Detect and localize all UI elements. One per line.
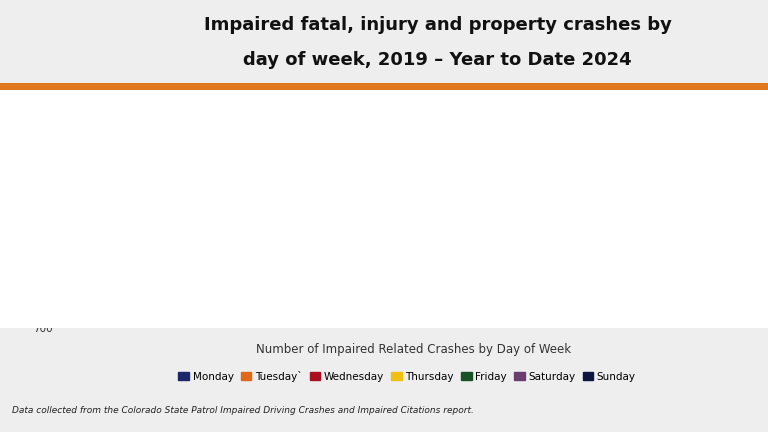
Bar [378, 271, 440, 418]
Text: day of week, 2019 – Year to Date 2024: day of week, 2019 – Year to Date 2024 [243, 51, 632, 69]
Bar [473, 209, 535, 418]
Text: 1,986: 1,986 [582, 150, 617, 160]
Bar [187, 285, 249, 418]
Bar [664, 173, 727, 418]
Text: 1,899: 1,899 [677, 162, 713, 172]
Text: 1,624: 1,624 [487, 197, 522, 207]
Bar [283, 279, 345, 418]
Text: 1,070: 1,070 [105, 268, 141, 278]
Bar [569, 162, 631, 418]
Text: 1,031: 1,031 [200, 273, 236, 283]
Text: Data collected from the Colorado State Patrol Impaired Driving Crashes and Impai: Data collected from the Colorado State P… [12, 406, 473, 415]
Legend: Monday, Tuesday`, Wednesday, Thursday, Friday, Saturday, Sunday: Monday, Tuesday`, Wednesday, Thursday, F… [174, 366, 640, 386]
Text: Impaired fatal, injury and property crashes by: Impaired fatal, injury and property cras… [204, 16, 672, 34]
Text: 1,143: 1,143 [392, 259, 427, 269]
Bar [91, 280, 154, 418]
Text: Number of Impaired Related Crashes by Day of Week: Number of Impaired Related Crashes by Da… [257, 343, 571, 356]
Text: 1,078: 1,078 [296, 267, 331, 277]
